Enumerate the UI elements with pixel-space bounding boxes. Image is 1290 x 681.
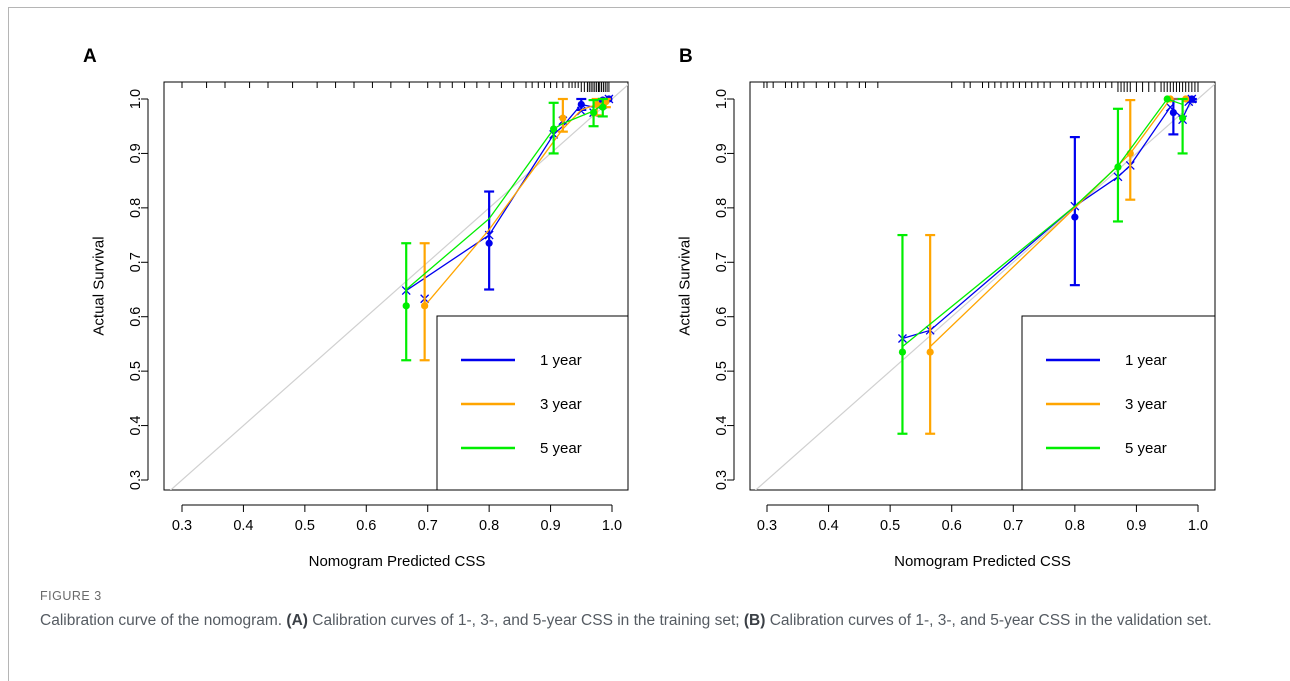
caption-b-tag: (B) — [743, 612, 766, 629]
x-axis-title: Nomogram Predicted CSS — [894, 553, 1071, 570]
x-tick-label: 0.4 — [818, 518, 838, 534]
y-tick-label: 0.7 — [714, 252, 730, 272]
x-tick-label: 0.6 — [356, 518, 376, 534]
y-tick-label: 0.4 — [714, 415, 730, 435]
y-tick-label: 0.7 — [128, 252, 144, 272]
caption-text: Calibration curve of the nomogram. (A) C… — [40, 610, 1260, 632]
series-5-year — [897, 95, 1188, 435]
y-tick-label: 0.5 — [128, 361, 144, 381]
legend-label: 5 year — [540, 440, 582, 457]
x-tick-label: 1.0 — [602, 518, 622, 534]
figure-caption: FIGURE 3 Calibration curve of the nomogr… — [40, 589, 1260, 632]
caption-a-tag: (A) — [286, 612, 308, 629]
figure-frame — [8, 7, 1290, 681]
rug-group — [763, 82, 1199, 92]
y-tick-label: 0.6 — [714, 307, 730, 327]
data-point — [559, 114, 567, 122]
data-point — [1169, 109, 1177, 117]
y-tick-label: 1.0 — [714, 89, 730, 109]
rug-group — [181, 82, 610, 92]
x-tick-label: 0.3 — [172, 518, 192, 534]
y-tick-label: 0.8 — [714, 198, 730, 218]
x-tick-label: 0.9 — [1126, 518, 1146, 534]
series-line — [902, 98, 1183, 348]
figure-label: FIGURE 3 — [40, 589, 102, 603]
data-point — [1179, 114, 1187, 122]
data-point — [898, 348, 907, 356]
caption-a-text: Calibration curves of 1-, 3-, and 5-year… — [312, 612, 740, 629]
x-tick-label: 0.4 — [233, 518, 253, 534]
ideal-line — [169, 84, 628, 490]
data-point — [926, 348, 934, 356]
plot-frame — [163, 81, 629, 491]
legend-label: 1 year — [540, 352, 582, 369]
calibration-chart-a: A 0.3 0.4 0.5 0.6 0.7 0.8 0.9 1.0 Nomogram Predic… — [83, 46, 629, 570]
legend-label: 3 year — [540, 396, 582, 413]
x-axis-title: Nomogram Predicted CSS — [309, 553, 486, 570]
cross-marker — [1165, 102, 1175, 112]
legend-label: 3 year — [1125, 396, 1167, 413]
x-tick-label: 1.0 — [1188, 518, 1208, 534]
x-tick-label: 0.5 — [295, 518, 315, 534]
data-point — [593, 100, 601, 109]
x-tick-label: 0.9 — [540, 518, 560, 534]
y-tick-label: 0.4 — [128, 415, 144, 435]
x-tick-label: 0.8 — [1065, 518, 1085, 534]
x-tick-label: 0.5 — [880, 518, 900, 534]
panel-letter: A — [83, 46, 97, 67]
data-point — [421, 302, 429, 310]
series-5-year — [401, 97, 608, 362]
y-tick-label: 0.9 — [128, 143, 144, 163]
ideal-line — [754, 83, 1215, 490]
caption-title: Calibration curve of the nomogram. — [40, 612, 283, 629]
legend-label: 5 year — [1125, 440, 1167, 457]
cross-marker — [1187, 94, 1197, 104]
y-tick-label: 0.3 — [128, 470, 144, 490]
data-point — [402, 302, 410, 310]
data-point — [577, 100, 585, 109]
x-tick-label: 0.6 — [942, 518, 962, 534]
y-tick-label: 0.8 — [128, 198, 144, 218]
x-tick-label: 0.7 — [418, 518, 438, 534]
y-tick-label: 0.9 — [714, 143, 730, 163]
data-point — [485, 239, 493, 247]
caption-b-text: Calibration curves of 1-, 3-, and 5-year… — [769, 612, 1212, 629]
series-line — [902, 98, 1193, 340]
y-axis-title: Actual Survival — [91, 236, 108, 335]
x-tick-label: 0.8 — [479, 518, 499, 534]
legend-label: 1 year — [1125, 352, 1167, 369]
data-point — [1163, 95, 1171, 103]
data-point — [550, 125, 558, 133]
y-tick-label: 1.0 — [128, 89, 144, 109]
series-1-year — [897, 94, 1197, 343]
panel-letter: B — [679, 46, 693, 67]
x-tick-label: 0.3 — [757, 518, 777, 534]
x-tick-label: 0.7 — [1003, 518, 1023, 534]
data-point — [1114, 163, 1122, 171]
data-point — [589, 109, 598, 117]
y-axis-title: Actual Survival — [677, 236, 694, 335]
calibration-chart-b: B 0.3 0.4 0.5 0.6 0.7 0.8 0.9 1.0 Nomogram Predic… — [677, 46, 1216, 570]
plot-area — [754, 82, 1215, 490]
y-tick-label: 0.3 — [714, 470, 730, 490]
y-tick-label: 0.6 — [128, 307, 144, 327]
data-point — [599, 103, 607, 111]
y-tick-label: 0.5 — [714, 361, 730, 381]
plot-area — [169, 82, 628, 490]
data-point — [1071, 213, 1079, 221]
